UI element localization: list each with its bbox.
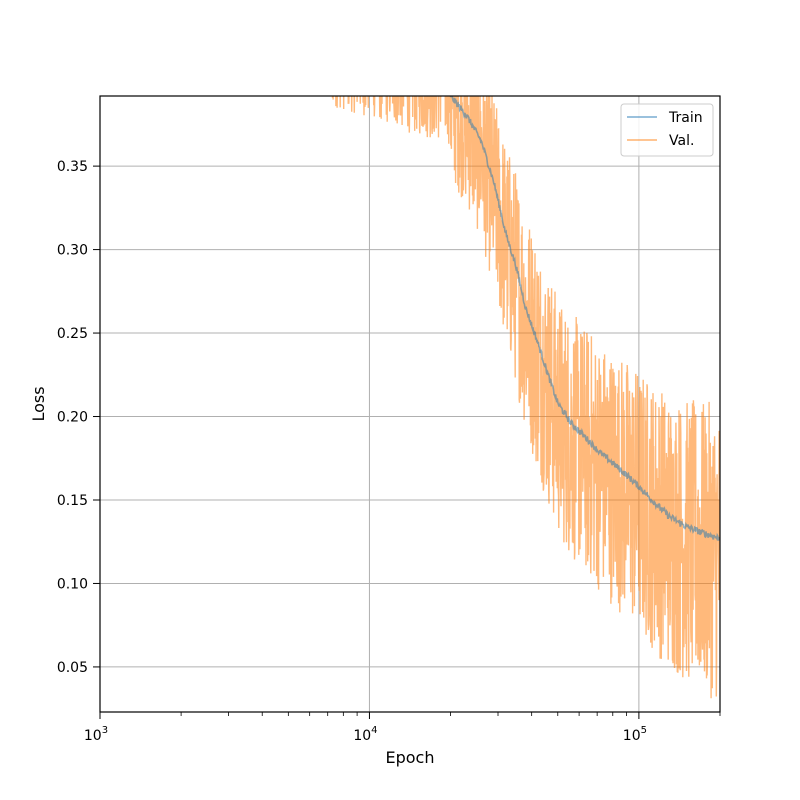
plot-frame	[99, 95, 721, 713]
y-tick-label: 0.35	[57, 159, 88, 175]
y-tick-label: 0.30	[57, 243, 88, 259]
y-tick-label: 0.15	[57, 493, 88, 509]
y-axis: 0.05 0.10 0.15 0.20 0.25 0.30 0.35	[57, 159, 100, 676]
legend-label-val: Val.	[669, 133, 694, 149]
legend-label-train: Train	[668, 110, 703, 126]
y-tick-label: 0.10	[57, 576, 88, 592]
legend: Train Val.	[620, 103, 714, 157]
x-tick-label: 105	[623, 725, 647, 744]
x-tick-label: 103	[84, 725, 108, 744]
x-axis-label: Epoch	[386, 748, 435, 767]
plot-area	[324, 96, 720, 699]
series-val-line	[324, 96, 720, 699]
x-axis: 103 104 105	[84, 712, 647, 744]
y-axis-label: Loss	[29, 386, 48, 421]
minor-ticks	[180, 712, 721, 716]
x-tick-label: 104	[353, 725, 377, 744]
y-tick-label: 0.20	[57, 410, 88, 426]
plot-background	[100, 96, 720, 712]
series-train-line	[449, 96, 720, 542]
y-tick-label: 0.25	[57, 326, 88, 342]
y-tick-label: 0.05	[57, 660, 88, 676]
